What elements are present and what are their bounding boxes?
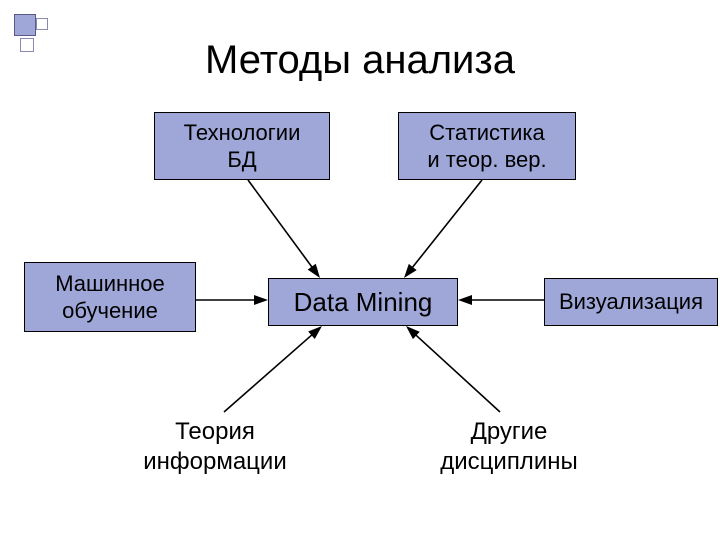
node-botRight: Другиедисциплины [404, 412, 614, 482]
decoration-square [36, 18, 48, 30]
edge-line [248, 180, 315, 271]
node-label-line: Машинное [55, 270, 165, 298]
node-label: Data Mining [294, 286, 433, 319]
node-label: Визуализация [559, 288, 703, 316]
node-label-line: Data Mining [294, 286, 433, 319]
node-center: Data Mining [268, 278, 458, 326]
decoration-square [14, 14, 36, 36]
edge-arrowhead-icon [406, 326, 420, 339]
node-label-line: Теория [143, 417, 287, 447]
node-label: Теорияинформации [143, 417, 287, 477]
edge-arrowhead-icon [254, 295, 268, 305]
node-label: Другиедисциплины [440, 417, 577, 477]
edge-line [412, 332, 500, 412]
node-label-line: информации [143, 447, 287, 477]
node-label-line: обучение [55, 297, 165, 325]
edge-arrowhead-icon [308, 264, 320, 278]
node-label: Статистикаи теор. вер. [427, 119, 546, 174]
edge-arrowhead-icon [458, 295, 472, 305]
node-label-line: и теор. вер. [427, 146, 546, 174]
node-label: Машинноеобучение [55, 270, 165, 325]
node-topLeft: ТехнологииБД [154, 112, 330, 180]
node-label-line: Технологии [184, 119, 301, 147]
node-botLeft: Теорияинформации [110, 412, 320, 482]
node-label-line: Другие [440, 417, 577, 447]
edge-line [224, 332, 316, 412]
node-label-line: дисциплины [440, 447, 577, 477]
edge-arrowhead-icon [404, 264, 417, 278]
node-label-line: БД [184, 146, 301, 174]
decoration-square [20, 38, 34, 52]
edge-line [409, 180, 482, 271]
node-label: ТехнологииБД [184, 119, 301, 174]
edge-arrowhead-icon [308, 326, 322, 339]
node-label-line: Статистика [427, 119, 546, 147]
node-topRight: Статистикаи теор. вер. [398, 112, 576, 180]
node-left: Машинноеобучение [24, 262, 196, 332]
node-right: Визуализация [544, 278, 718, 326]
page-title: Методы анализа [0, 38, 720, 83]
node-label-line: Визуализация [559, 288, 703, 316]
